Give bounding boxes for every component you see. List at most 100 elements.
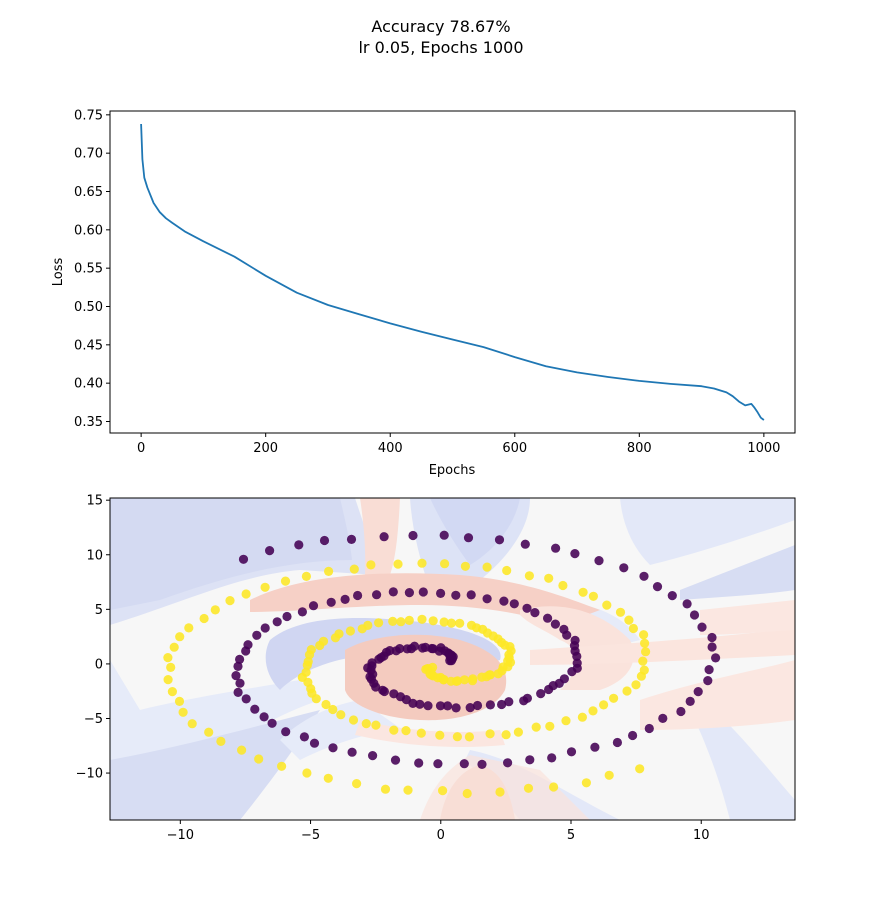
loss-y-tick-label: 0.35 — [74, 415, 103, 430]
class-1-point — [609, 693, 619, 703]
class-1-point — [513, 727, 524, 737]
class-0-point — [390, 755, 401, 765]
class-0-point — [530, 608, 540, 618]
class-0-point — [525, 755, 535, 765]
class-1-point — [482, 562, 492, 572]
class-1-point — [466, 620, 477, 630]
class-1-point — [416, 728, 426, 738]
loss-y-tick-label: 0.45 — [74, 338, 103, 353]
class-1-point — [485, 729, 495, 739]
class-0-point — [235, 678, 245, 688]
loss-x-axis-label: Epochs — [429, 463, 476, 478]
class-1-point — [216, 736, 226, 747]
class-1-point — [166, 662, 176, 673]
class-0-point — [233, 687, 243, 698]
class-0-point — [652, 582, 663, 592]
class-1-point — [588, 591, 599, 601]
class-0-point — [415, 699, 425, 709]
class-0-point — [482, 594, 492, 604]
class-0-point — [451, 590, 461, 600]
class-0-point — [707, 642, 717, 652]
loss-y-axis-label: Loss — [51, 258, 66, 287]
class-1-point — [502, 565, 512, 576]
class-0-point — [566, 747, 577, 757]
class-0-point — [703, 676, 713, 686]
class-1-point — [439, 674, 449, 685]
class-0-point — [388, 587, 398, 597]
class-1-point — [254, 754, 264, 764]
class-0-point — [267, 718, 277, 728]
class-0-point — [408, 530, 418, 541]
class-1-point — [389, 725, 399, 735]
class-0-point — [404, 588, 414, 598]
class-1-point — [324, 566, 334, 577]
class-1-point — [169, 642, 179, 652]
class-1-point — [349, 564, 359, 574]
loss-y-tick-label: 0.70 — [74, 147, 103, 162]
scatter-x-tick-label: −5 — [301, 828, 320, 843]
class-1-point — [323, 773, 333, 783]
class-0-point — [299, 732, 309, 742]
class-0-point — [417, 643, 428, 653]
class-0-point — [423, 701, 433, 711]
class-0-point — [547, 753, 557, 763]
class-1-point — [380, 784, 391, 794]
class-1-point — [602, 600, 612, 610]
class-1-point — [460, 561, 470, 571]
class-1-point — [464, 732, 474, 742]
scatter-x-tick-label: 5 — [567, 828, 575, 843]
class-0-point — [241, 646, 251, 656]
class-1-point — [578, 587, 588, 597]
class-0-point — [328, 743, 338, 753]
loss-y-tick-label: 0.60 — [74, 223, 103, 238]
class-0-point — [231, 671, 241, 681]
class-1-point — [302, 768, 312, 778]
class-1-point — [277, 761, 287, 771]
figure-title-line2: lr 0.05, Epochs 1000 — [358, 38, 523, 57]
class-1-point — [396, 617, 406, 627]
class-1-point — [237, 745, 247, 755]
loss-y-tick-label: 0.50 — [74, 300, 103, 315]
class-0-point — [551, 543, 561, 553]
class-1-point — [302, 660, 312, 670]
class-0-point — [260, 623, 270, 633]
loss-x-tick-label: 0 — [137, 441, 145, 456]
class-0-point — [504, 697, 514, 707]
class-0-point — [697, 622, 707, 632]
class-1-point — [311, 694, 321, 704]
class-1-point — [631, 680, 641, 690]
loss-plot-frame — [109, 110, 796, 434]
class-0-point — [711, 653, 721, 663]
class-0-point — [319, 535, 330, 546]
scatter-y-tick-label: 10 — [86, 548, 103, 563]
class-0-point — [433, 759, 443, 769]
class-0-point — [572, 658, 582, 668]
class-1-point — [439, 617, 449, 627]
class-0-point — [503, 758, 513, 768]
class-0-point — [372, 590, 382, 600]
class-1-point — [641, 647, 651, 657]
class-1-point — [348, 715, 359, 725]
class-1-point — [187, 719, 197, 729]
class-0-point — [428, 644, 438, 654]
scatter-y-tick-label: 15 — [86, 494, 103, 509]
class-0-point — [408, 698, 418, 709]
loss-x-tick-label: 1000 — [747, 441, 780, 456]
loss-x-tick-label: 800 — [627, 441, 652, 456]
class-1-point — [588, 706, 598, 716]
class-1-point — [467, 676, 478, 686]
class-1-point — [549, 782, 559, 792]
loss-y-tick-label: 0.65 — [74, 185, 103, 200]
class-0-point — [485, 700, 495, 710]
class-0-point — [658, 713, 668, 724]
class-0-point — [371, 682, 381, 692]
loss-y-tick-label: 0.40 — [74, 377, 103, 392]
class-0-point — [509, 599, 519, 609]
class-0-point — [550, 619, 561, 629]
class-1-point — [485, 670, 495, 680]
class-1-point — [301, 571, 311, 582]
scatter-y-tick-label: 0 — [95, 657, 103, 672]
class-0-point — [594, 556, 604, 566]
class-0-point — [379, 686, 389, 697]
class-1-point — [455, 618, 465, 628]
